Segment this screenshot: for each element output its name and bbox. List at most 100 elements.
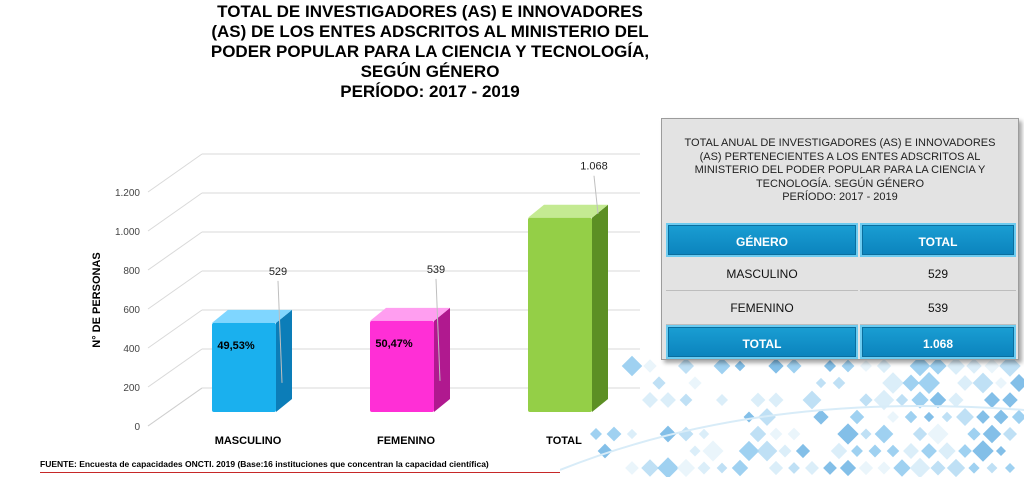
title-line: SEGÚN GÉNERO: [360, 62, 500, 81]
decorative-diamond: [984, 392, 1000, 408]
footer-divider: [40, 472, 560, 473]
table-total-cell: 1.068: [860, 325, 1016, 359]
decorative-diamond: [995, 377, 1007, 389]
decorative-diamond: [768, 392, 784, 408]
decorative-diamond: [993, 409, 1009, 425]
table-row: FEMENINO 539: [666, 291, 1016, 325]
decorative-diamond: [606, 426, 622, 442]
decorative-curve: [560, 405, 1024, 471]
decorative-diamond: [860, 428, 872, 440]
decorative-diamond: [904, 410, 918, 424]
decorative-diamond: [886, 444, 900, 458]
y-tick-label: 200: [123, 383, 140, 394]
decorative-diamond: [689, 445, 701, 457]
title-line: PERÍODO: 2017 - 2019: [340, 82, 520, 101]
decorative-diamond: [738, 440, 760, 462]
decorative-diamond: [837, 423, 859, 445]
decorative-diamond: [887, 411, 899, 423]
decorative-diamond: [877, 461, 891, 475]
decorative-diamond: [660, 392, 676, 408]
table-header-cell: GÉNERO: [666, 223, 858, 257]
data-label: 1.068: [580, 161, 608, 173]
callout-line: [277, 280, 283, 383]
decorative-diamond: [876, 358, 892, 374]
gridline-depth: [147, 270, 203, 310]
decorative-diamond: [929, 357, 947, 375]
decorative-diamond: [1010, 374, 1024, 392]
decorative-diamond: [823, 359, 837, 373]
decorative-diamond: [642, 392, 658, 408]
decorative-diamond: [967, 427, 981, 441]
y-axis-label: N° DE PERSONAS: [91, 252, 103, 347]
y-tick-label: 400: [123, 344, 140, 355]
decorative-diamond: [768, 358, 784, 374]
title-line: TOTAL DE INVESTIGADORES (AS) E INNOVADOR…: [217, 2, 643, 21]
decorative-diamond: [966, 358, 982, 374]
decorative-diamond: [621, 355, 643, 377]
data-label: 539: [427, 264, 445, 276]
decorative-diamond: [641, 459, 659, 477]
percent-label: 50,47%: [375, 338, 413, 350]
decorative-diamond: [1002, 426, 1018, 442]
decorative-diamond: [716, 394, 728, 406]
decorative-diamond: [957, 375, 973, 391]
bar: [212, 322, 276, 412]
decorative-diamond: [893, 459, 911, 477]
decorative-diamond: [768, 460, 784, 476]
decorative-diamond: [813, 409, 829, 425]
decorative-diamond: [805, 461, 819, 475]
bar-top: [370, 307, 450, 321]
decorative-diamond: [678, 426, 694, 442]
decorative-diamond: [982, 424, 1002, 444]
decorative-diamond: [731, 459, 749, 477]
decorative-diamond: [902, 374, 920, 392]
decorative-diamond: [676, 458, 696, 477]
decorative-diamond: [849, 409, 865, 425]
table-title-line: TOTAL ANUAL DE INVESTIGADORES (AS) E INN…: [684, 137, 996, 149]
floor-edge: [147, 387, 203, 427]
decorative-diamond: [874, 424, 894, 444]
table-cell: FEMENINO: [666, 291, 858, 325]
table-title-line: PERÍODO: 2017 - 2019: [782, 191, 898, 203]
decorative-diamond: [903, 443, 919, 459]
decorative-diamond: [590, 428, 602, 440]
decorative-diamond: [972, 440, 994, 462]
y-tick-label: 800: [123, 266, 140, 277]
decorative-diamond: [873, 389, 895, 411]
gridline-depth: [147, 153, 203, 193]
chart-title: TOTAL DE INVESTIGADORES (AS) E INNOVADOR…: [150, 2, 710, 102]
y-tick-label: 0: [134, 422, 140, 433]
bar-side: [434, 307, 450, 412]
decorative-diamond: [788, 462, 800, 474]
decorative-diamond: [946, 458, 966, 477]
decorative-diamond: [958, 444, 972, 458]
title-line: PODER POPULAR PARA LA CIENCIA Y TECNOLOG…: [210, 42, 650, 61]
y-tick-label: 600: [123, 305, 140, 316]
decorative-diamond: [882, 372, 904, 394]
decorative-diamond: [841, 359, 855, 373]
decorative-diamond: [697, 461, 711, 475]
decorative-diamond: [868, 444, 882, 458]
decorative-diamond: [659, 425, 677, 443]
decorative-diamond: [756, 440, 778, 462]
decorative-diamond: [702, 440, 724, 462]
decorative-diamond: [909, 457, 931, 477]
decorative-diamond: [688, 376, 702, 390]
bar-top: [528, 204, 608, 218]
decorative-diamond: [923, 411, 935, 423]
gridline-depth: [147, 309, 203, 349]
decorative-diamond: [749, 425, 767, 443]
decorative-diamond: [947, 357, 965, 375]
decorative-diamond: [769, 427, 783, 441]
decorative-diamond: [750, 392, 766, 408]
decorative-diamond: [986, 462, 998, 474]
x-tick-label: FEMENINO: [377, 435, 436, 447]
decorative-diamond: [941, 411, 953, 423]
decorative-diamond: [743, 411, 755, 423]
decorative-diamond: [972, 372, 994, 394]
decorative-diamond: [787, 427, 801, 441]
x-tick-label: TOTAL: [546, 435, 582, 447]
decorative-diamond: [909, 355, 931, 377]
table-header-cell: TOTAL: [860, 223, 1016, 257]
callout-line: [593, 175, 599, 214]
